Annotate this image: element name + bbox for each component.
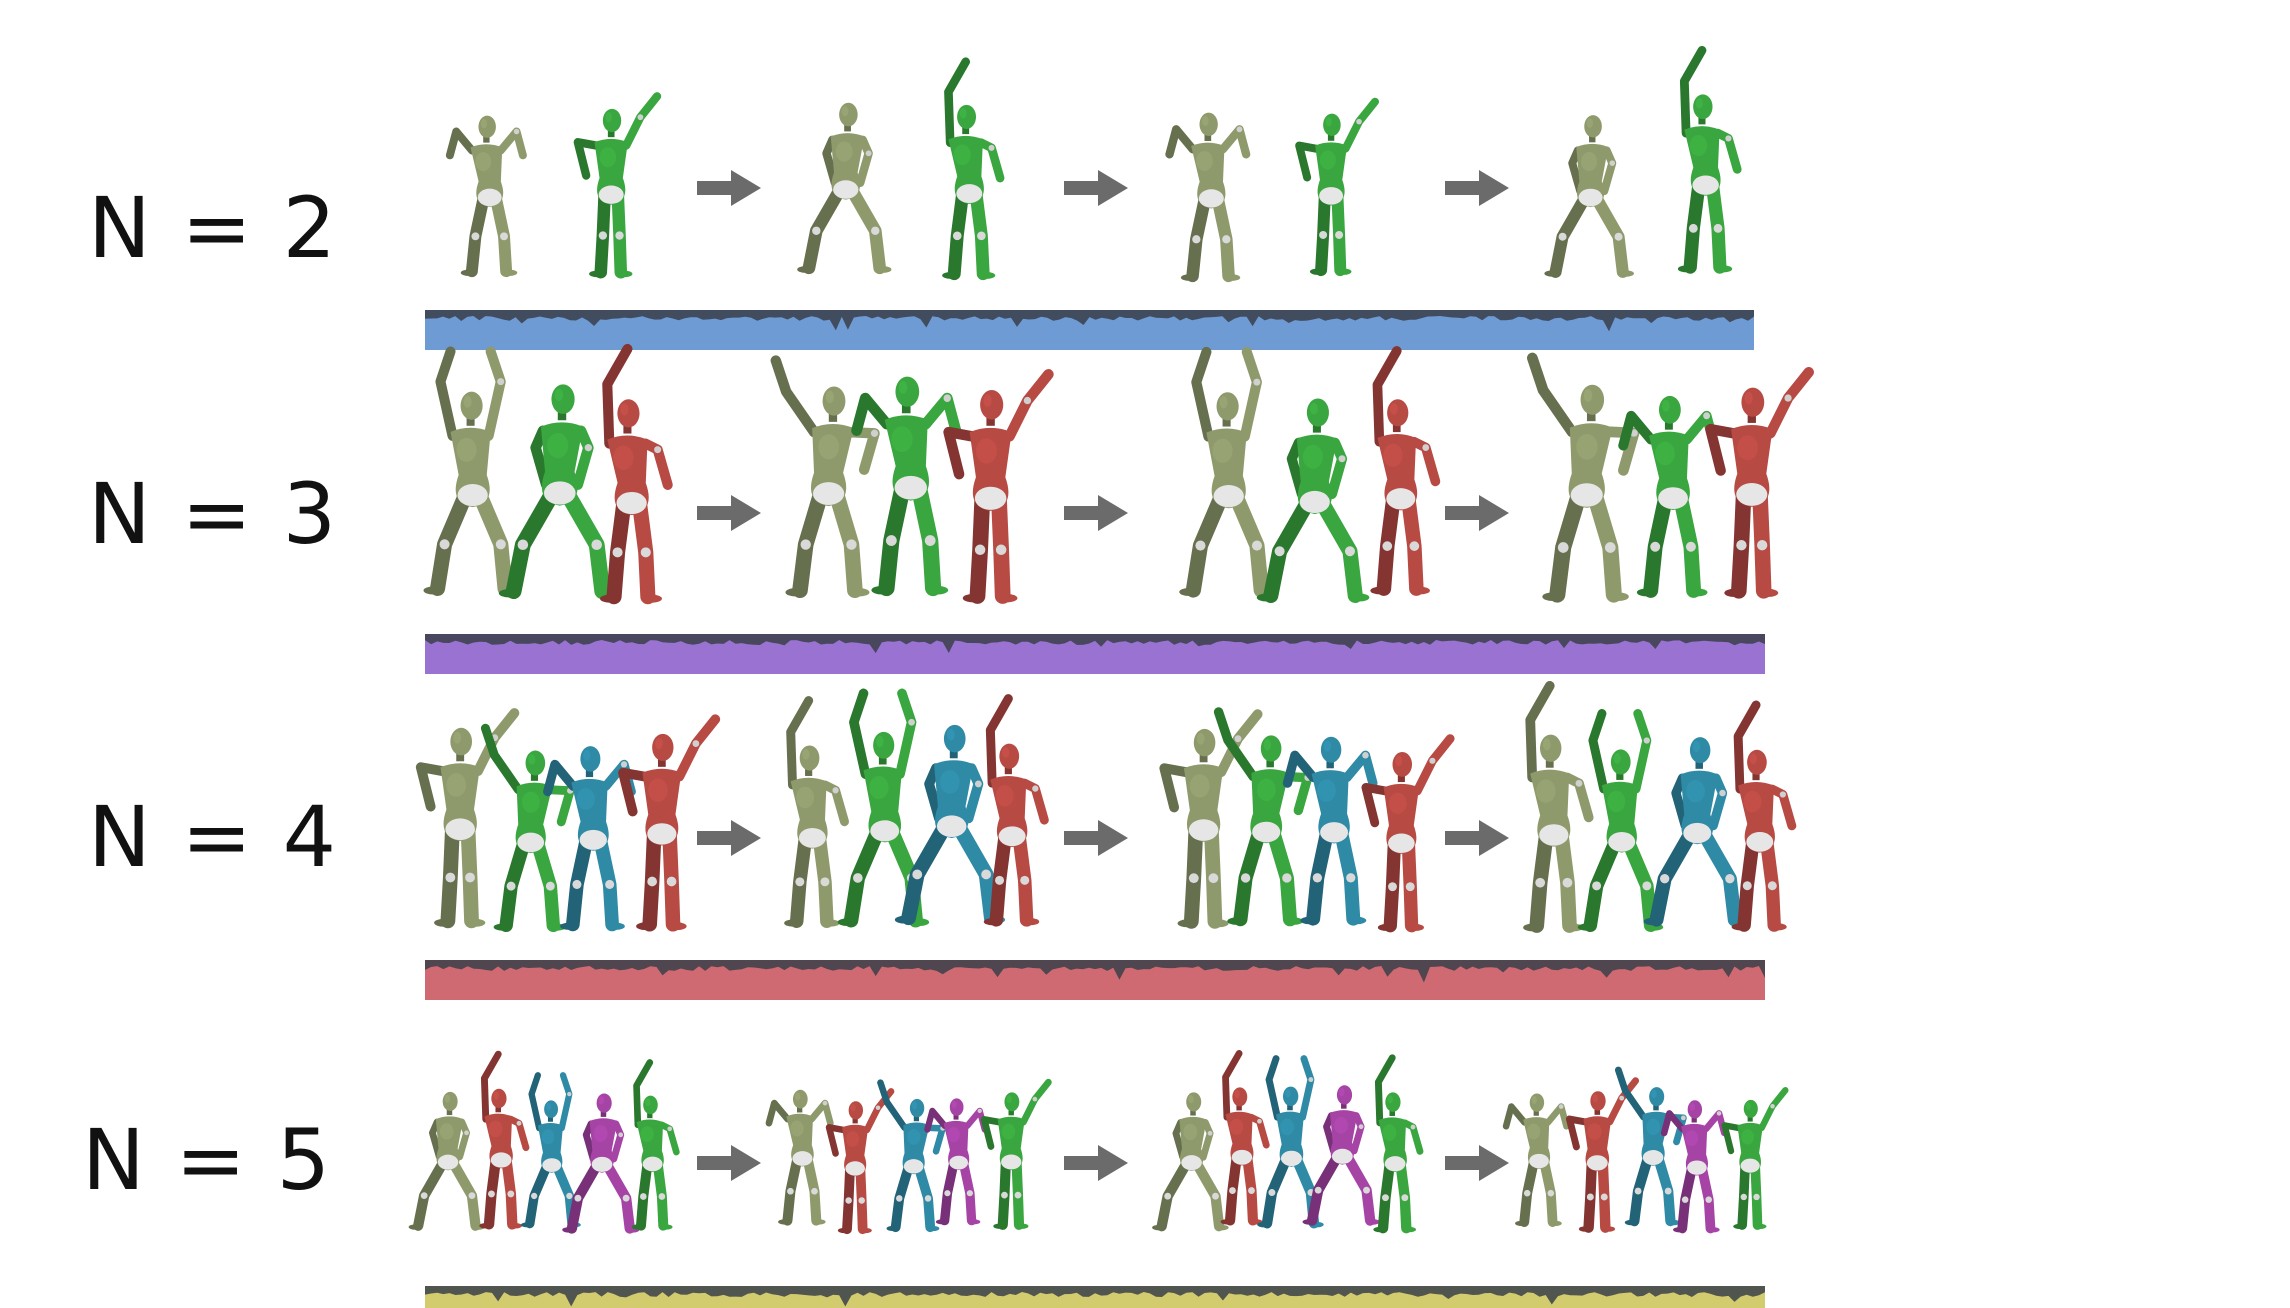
pose-frame (1544, 45, 1742, 278)
pose-frame (784, 688, 1049, 928)
dancer-figure (851, 376, 962, 597)
dancer-figure (1373, 1054, 1424, 1234)
transition-arrow (1064, 170, 1128, 206)
dancer-figure (1523, 681, 1594, 933)
dancer-figure (631, 1059, 680, 1231)
row-label-n2: N = 2 (88, 179, 339, 277)
dancer-figure (1165, 112, 1251, 283)
dancer-figure (1302, 1085, 1380, 1226)
dancer-figure (1257, 1055, 1324, 1229)
pose-frame (1502, 1066, 1789, 1234)
dancer-figure (980, 1078, 1052, 1230)
transition-arrow (1064, 495, 1128, 531)
dancer-figure (1502, 1093, 1570, 1227)
dancer-figure (1618, 395, 1720, 598)
pose-frame (415, 708, 721, 933)
dancer-figure (784, 696, 850, 928)
transition-arrow (697, 1145, 761, 1181)
dancer-figure (765, 1089, 834, 1226)
transition-arrow (1064, 1145, 1128, 1181)
row-label-n5: N = 5 (82, 1111, 333, 1209)
dancer-figure (543, 746, 636, 932)
pose-frame (765, 1078, 1052, 1235)
transition-arrow (1445, 495, 1509, 531)
transition-arrow (1445, 1145, 1509, 1181)
transition-arrow (697, 495, 761, 531)
audio-energy-bar (425, 1286, 1765, 1308)
dancer-figure (1544, 115, 1634, 278)
dancer-figure (1705, 366, 1814, 599)
pose-frame (770, 355, 1054, 604)
dancer-figure (983, 694, 1049, 927)
dancer-figure (1677, 45, 1742, 274)
dancer-figure (1361, 734, 1455, 933)
dancer-figure (1643, 737, 1748, 927)
dancer-figure (479, 1050, 530, 1230)
transition-arrow (697, 820, 761, 856)
pose-frame (1523, 681, 1797, 933)
dancer-figure (480, 723, 575, 933)
transition-arrow (1445, 170, 1509, 206)
transition-arrow (1064, 820, 1128, 856)
dancer-figure (1721, 1087, 1789, 1230)
dancer-figure (599, 343, 673, 605)
dancer-figure (573, 92, 662, 279)
dancer-figure (942, 57, 1005, 281)
pose-frame (1165, 97, 1379, 283)
pose-frame (423, 343, 673, 605)
dancer-figure (562, 1093, 640, 1234)
row-n4 (415, 681, 1797, 933)
dancer-figure (520, 1072, 581, 1229)
audio-energy-bar (425, 310, 1754, 350)
dancer-figure (1295, 97, 1379, 277)
dancer-figure (1527, 352, 1640, 603)
pose-frame (1527, 352, 1814, 603)
dancer-figure (498, 384, 618, 600)
dancer-figure (423, 346, 520, 597)
transition-arrow (1445, 820, 1509, 856)
dancer-figure (1614, 1066, 1687, 1227)
audio-energy-bar (425, 634, 1765, 674)
dancer-figure (1179, 346, 1276, 598)
audio-energy-bar (425, 960, 1765, 1000)
row-label-n4: N = 4 (88, 788, 339, 886)
dancer-figure (797, 102, 892, 275)
pose-frame (1159, 707, 1455, 933)
pose-frame (1152, 1050, 1424, 1234)
dancer-figure (1731, 700, 1797, 932)
row-n3 (423, 343, 1814, 605)
dancer-figure (1220, 1050, 1270, 1226)
dancer-figure (1282, 736, 1378, 926)
dancer-figure (1565, 1077, 1640, 1233)
row-label-n3: N = 3 (88, 465, 339, 563)
dancer-figure (408, 1091, 486, 1231)
dancer-figure (1256, 398, 1370, 604)
dancer-figure (1577, 709, 1664, 933)
dancer-figure (770, 355, 880, 599)
transition-arrow (697, 170, 761, 206)
dancer-figure (445, 115, 527, 278)
dancer-figure (1370, 346, 1441, 596)
dancer-figure (943, 369, 1054, 604)
pose-frame (797, 57, 1005, 281)
dancer-figure (924, 1098, 988, 1226)
dancer-figure (1159, 709, 1263, 929)
dancer-figure (877, 1079, 946, 1233)
dancer-figure (1152, 1092, 1229, 1232)
pose-frame (1179, 346, 1441, 604)
pose-frame (408, 1050, 680, 1234)
row-n2 (445, 45, 1742, 283)
dancer-figure (825, 1088, 895, 1235)
dancer-figure (415, 708, 520, 929)
row-n5 (408, 1050, 1789, 1235)
dancer-figure (618, 714, 721, 932)
dancer-figure (894, 724, 1006, 926)
pose-frame (445, 92, 662, 279)
dancer-figure (1213, 707, 1313, 927)
